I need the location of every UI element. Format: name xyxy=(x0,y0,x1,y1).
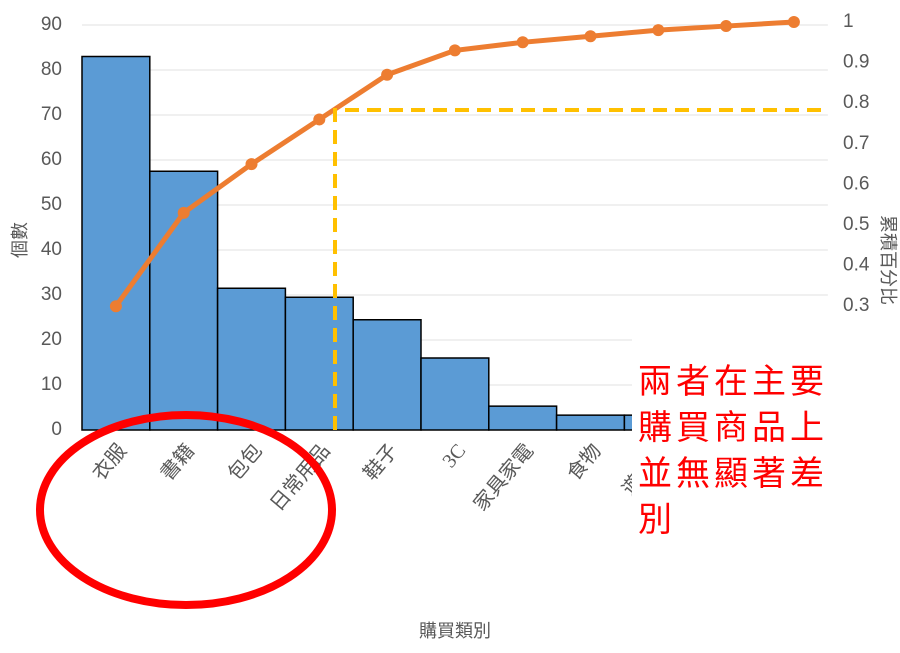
y-tick-label: 70 xyxy=(41,104,62,125)
highlight-ellipse xyxy=(36,411,336,609)
annotation-line: 購買商品上 xyxy=(638,409,828,447)
line-point xyxy=(381,68,394,81)
x-tick-label: 家具家電 xyxy=(469,439,538,515)
bar xyxy=(284,296,354,431)
line-point xyxy=(245,158,258,171)
x-tick-label: 3C xyxy=(438,440,470,472)
y2-tick-label: 0.7 xyxy=(843,133,869,154)
bar xyxy=(555,414,626,431)
x-tick-label: 書籍 xyxy=(156,439,199,484)
y2-tick-label: 0.6 xyxy=(843,173,869,194)
y-tick-label: 0 xyxy=(51,419,62,440)
y2-tick-label: 0.9 xyxy=(843,52,869,73)
plot-area: 0 10 20 30 40 50 60 70 80 90 0.3 0.4 0.5 0.6 0.7 0.8 0.9… xyxy=(41,11,870,515)
line-point xyxy=(720,20,733,33)
y2-tick-label: 0.5 xyxy=(843,214,869,235)
y2-tick-label: 0.4 xyxy=(843,255,870,276)
y-tick-label: 30 xyxy=(41,284,62,305)
bar xyxy=(352,319,422,431)
y2-tick-label: 0.8 xyxy=(843,92,869,113)
line-point xyxy=(109,300,122,313)
y2-tick-label: 0.3 xyxy=(843,295,869,316)
y-axis-title: 個數 xyxy=(10,222,30,258)
y2-axis-title: 累積百分比 xyxy=(878,215,898,305)
threshold-guide xyxy=(333,108,826,430)
line-point xyxy=(584,30,597,43)
x-axis-title: 購買類別 xyxy=(419,621,491,641)
line-point xyxy=(177,206,190,219)
x-tick-label: 鞋子 xyxy=(359,439,402,484)
annotation-line: 別 xyxy=(638,502,676,539)
y2-tick-label: 1 xyxy=(843,11,854,32)
x-tick-label: 食物 xyxy=(563,439,606,484)
y-tick-label: 50 xyxy=(41,194,62,215)
y-tick-label: 40 xyxy=(41,239,62,260)
bar xyxy=(216,287,287,431)
y-tick-label: 80 xyxy=(41,59,62,80)
y-tick-label: 20 xyxy=(41,329,62,350)
annotation-line: 並無顯著差 xyxy=(638,455,828,493)
line-point xyxy=(652,24,665,37)
bar xyxy=(488,405,558,431)
y-tick-label: 90 xyxy=(41,14,62,35)
line-point xyxy=(313,113,326,126)
line-point xyxy=(787,16,800,28)
bar xyxy=(420,357,490,431)
x-tick-label: 包包 xyxy=(224,439,267,484)
y-tick-label: 60 xyxy=(41,149,62,170)
y-tick-label: 10 xyxy=(41,374,62,395)
note-box xyxy=(632,336,900,604)
line-point xyxy=(448,44,461,57)
annotation-line: 兩者在主要 xyxy=(638,363,828,401)
x-tick-label: 衣服 xyxy=(88,439,131,484)
bar xyxy=(81,55,151,431)
line-point xyxy=(516,36,529,49)
